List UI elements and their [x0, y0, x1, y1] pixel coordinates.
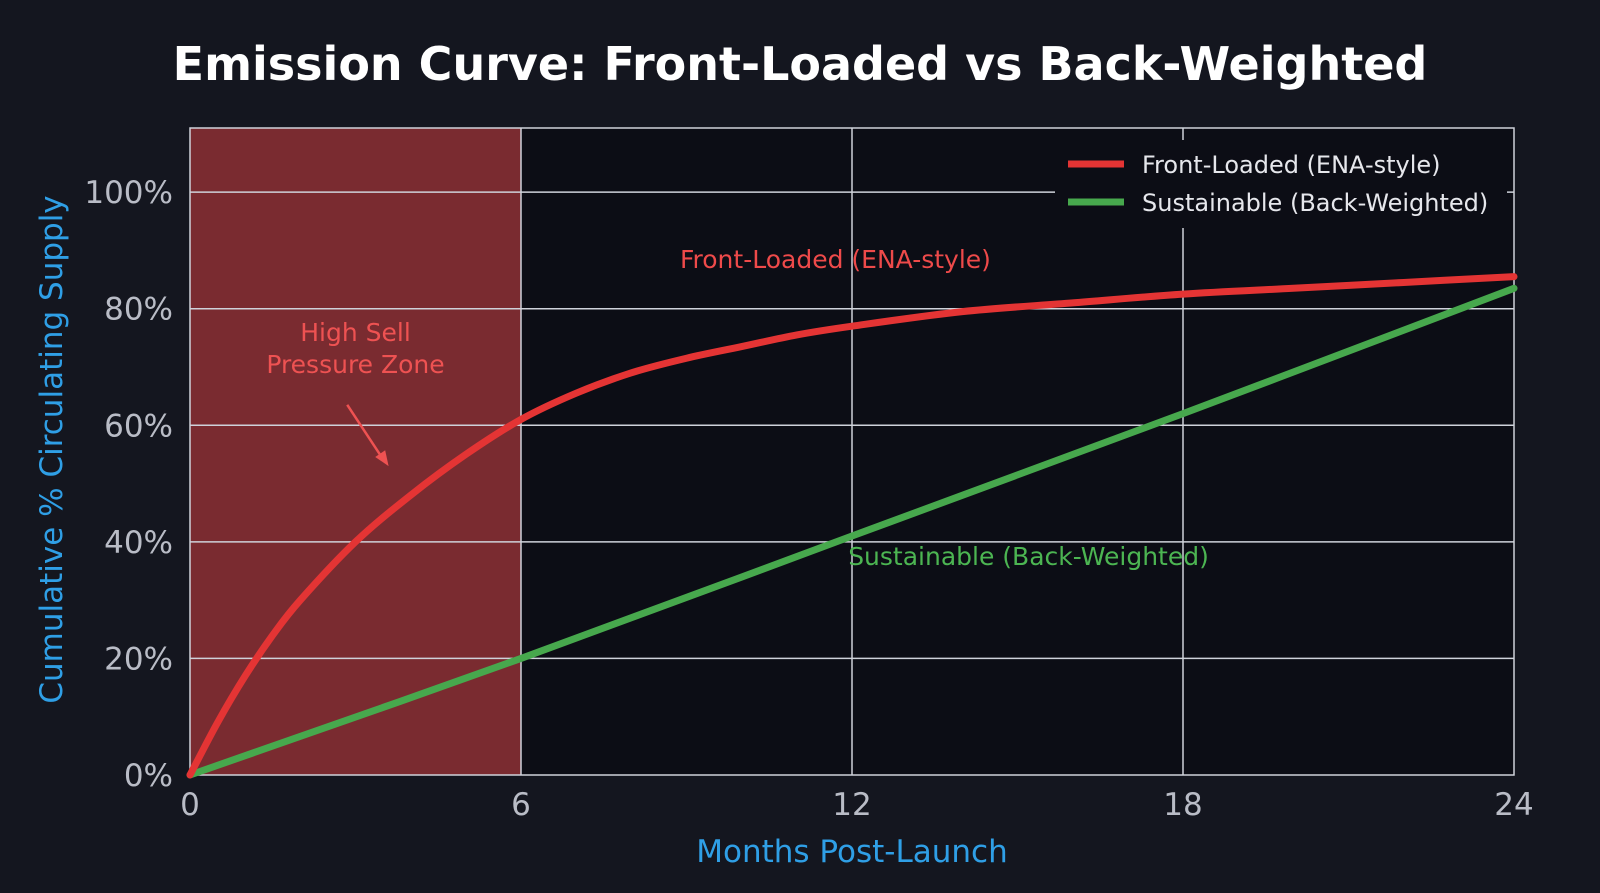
sustainable-line-label: Sustainable (Back-Weighted)	[848, 542, 1209, 571]
y-tick-label: 20%	[104, 641, 173, 677]
zone-label-line-1: High Sell	[300, 318, 411, 347]
y-axis-ticks: 0% 20% 40% 60% 80% 100%	[84, 175, 173, 794]
y-tick-label: 0%	[124, 758, 173, 794]
x-axis-ticks: 0 6 12 18 24	[180, 787, 1534, 823]
zone-arrow-head	[375, 450, 389, 467]
legend-box	[1055, 140, 1507, 228]
front-loaded-line-label: Front-Loaded (ENA-style)	[680, 245, 991, 274]
zone-arrow	[346, 404, 385, 461]
series-lines	[186, 273, 1518, 779]
y-axis-label: Cumulative % Circulating Supply	[34, 195, 70, 703]
y-tick-label: 40%	[104, 525, 173, 561]
zone-label-line-2: Pressure Zone	[266, 350, 444, 379]
series-line-front-loaded	[186, 273, 1518, 779]
zone-annotation: High Sell Pressure Zone	[266, 318, 445, 467]
legend-label-sustainable: Sustainable (Back-Weighted)	[1142, 189, 1488, 217]
y-tick-label: 60%	[104, 408, 173, 444]
x-tick-label: 6	[511, 787, 531, 823]
x-tick-label: 18	[1163, 787, 1202, 823]
y-tick-label: 100%	[84, 175, 173, 211]
y-tick-label: 80%	[104, 292, 173, 328]
x-tick-label: 24	[1494, 787, 1533, 823]
x-axis-label: Months Post-Launch	[696, 834, 1007, 870]
x-tick-label: 12	[832, 787, 871, 823]
plot-frame	[189, 127, 1515, 776]
legend: Front-Loaded (ENA-style) Sustainable (Ba…	[1055, 140, 1507, 228]
chart-title: Emission Curve: Front-Loaded vs Back-Wei…	[173, 37, 1428, 91]
series-line-sustainable	[186, 284, 1518, 779]
x-tick-label: 0	[180, 787, 200, 823]
legend-label-front-loaded: Front-Loaded (ENA-style)	[1142, 151, 1441, 179]
